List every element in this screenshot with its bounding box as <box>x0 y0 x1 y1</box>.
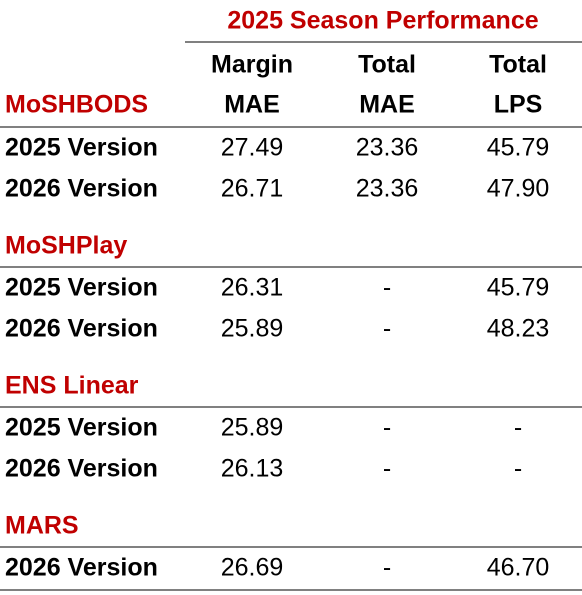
cell-value: - <box>383 455 391 483</box>
column-header: LPS <box>494 91 543 119</box>
cell-value: - <box>383 554 391 582</box>
row-label: 2026 Version <box>5 315 158 343</box>
row-label: 2025 Version <box>5 134 158 162</box>
column-header: MAE <box>359 91 415 119</box>
row-label: 2026 Version <box>5 554 158 582</box>
cell-value: - <box>383 414 391 442</box>
column-header: Total <box>489 51 547 79</box>
cell-value: 27.49 <box>221 134 284 162</box>
cell-value: - <box>383 315 391 343</box>
cell-value: 48.23 <box>487 315 550 343</box>
row-label: 2025 Version <box>5 274 158 302</box>
cell-value: 46.70 <box>487 554 550 582</box>
section-name: MARS <box>5 512 79 540</box>
cell-value: 47.90 <box>487 175 550 203</box>
cell-value: 26.69 <box>221 554 284 582</box>
section-name: MoSHPlay <box>5 232 127 260</box>
table-title: 2025 Season Performance <box>227 7 538 35</box>
row-label: 2026 Version <box>5 455 158 483</box>
cell-value: 26.31 <box>221 274 284 302</box>
cell-value: 45.79 <box>487 274 550 302</box>
row-label: 2026 Version <box>5 175 158 203</box>
cell-value: 26.13 <box>221 455 284 483</box>
cell-value: 23.36 <box>356 175 419 203</box>
section-name: ENS Linear <box>5 372 139 400</box>
column-header: Total <box>358 51 416 79</box>
cell-value: 26.71 <box>221 175 284 203</box>
row-label: 2025 Version <box>5 414 158 442</box>
cell-value: - <box>514 455 522 483</box>
cell-value: 45.79 <box>487 134 550 162</box>
cell-value: 25.89 <box>221 414 284 442</box>
cell-value: 23.36 <box>356 134 419 162</box>
cell-value: - <box>383 274 391 302</box>
section-name: MoSHBODS <box>5 91 148 119</box>
column-header: Margin <box>211 51 293 79</box>
cell-value: 25.89 <box>221 315 284 343</box>
column-header: MAE <box>224 91 280 119</box>
cell-value: - <box>514 414 522 442</box>
